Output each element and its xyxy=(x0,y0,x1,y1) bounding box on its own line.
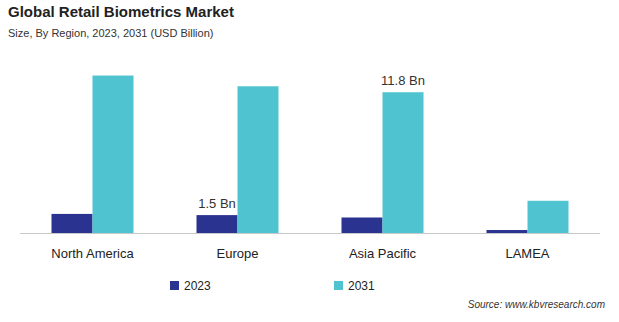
bars xyxy=(52,76,569,233)
bar xyxy=(238,86,279,233)
x-tick-label: North America xyxy=(51,246,134,261)
title: Global Retail Biometrics Market xyxy=(8,3,234,20)
legend-label: 2031 xyxy=(348,279,375,293)
x-tick-label: LAMEA xyxy=(505,246,549,261)
bar xyxy=(487,230,528,233)
data-label: 1.5 Bn xyxy=(198,196,236,211)
legend-swatch xyxy=(334,281,343,290)
chart-container: Global Retail Biometrics Market Size, By … xyxy=(0,0,619,322)
bar xyxy=(52,214,93,233)
source: Source: www.kbvresearch.com xyxy=(468,299,605,310)
legend-label: 2023 xyxy=(184,279,211,293)
bar xyxy=(528,201,569,233)
legend-swatch xyxy=(170,281,179,290)
bar xyxy=(93,76,134,233)
chart-svg: Global Retail Biometrics Market Size, By … xyxy=(0,0,619,322)
bar xyxy=(342,217,383,233)
bar xyxy=(383,92,424,233)
x-tick-label: Europe xyxy=(217,246,259,261)
data-label: 11.8 Bn xyxy=(381,73,425,88)
subtitle: Size, By Region, 2023, 2031 (USD Billion… xyxy=(8,27,213,39)
bar xyxy=(197,215,238,233)
labels: 1.5 Bn 11.8 Bn xyxy=(198,73,425,211)
x-axis-line xyxy=(20,233,600,234)
x-tick-label: Asia Pacific xyxy=(349,246,417,261)
